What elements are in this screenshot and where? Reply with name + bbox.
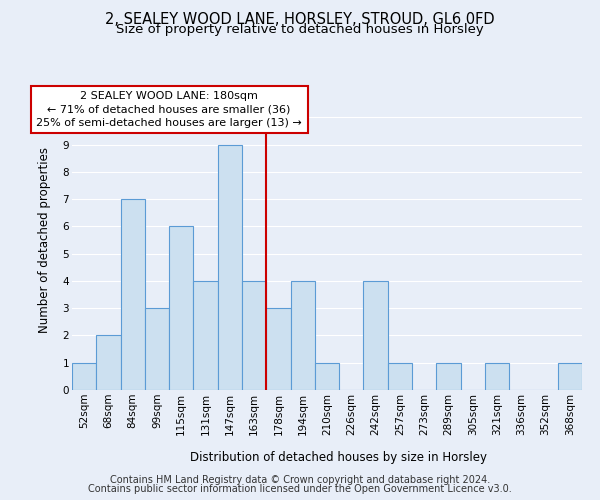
Bar <box>145 308 169 390</box>
Bar <box>72 362 96 390</box>
Bar <box>364 281 388 390</box>
Bar <box>193 281 218 390</box>
Bar <box>388 362 412 390</box>
Bar <box>266 308 290 390</box>
Text: 2 SEALEY WOOD LANE: 180sqm
← 71% of detached houses are smaller (36)
25% of semi: 2 SEALEY WOOD LANE: 180sqm ← 71% of deta… <box>36 92 302 128</box>
Bar <box>218 144 242 390</box>
Text: Distribution of detached houses by size in Horsley: Distribution of detached houses by size … <box>190 451 487 464</box>
Bar <box>485 362 509 390</box>
Y-axis label: Number of detached properties: Number of detached properties <box>38 147 50 333</box>
Bar <box>242 281 266 390</box>
Bar <box>436 362 461 390</box>
Bar <box>121 199 145 390</box>
Bar <box>315 362 339 390</box>
Text: Contains HM Land Registry data © Crown copyright and database right 2024.: Contains HM Land Registry data © Crown c… <box>110 475 490 485</box>
Bar <box>558 362 582 390</box>
Bar <box>96 336 121 390</box>
Text: Size of property relative to detached houses in Horsley: Size of property relative to detached ho… <box>116 22 484 36</box>
Bar <box>290 281 315 390</box>
Text: 2, SEALEY WOOD LANE, HORSLEY, STROUD, GL6 0FD: 2, SEALEY WOOD LANE, HORSLEY, STROUD, GL… <box>105 12 495 28</box>
Bar <box>169 226 193 390</box>
Text: Contains public sector information licensed under the Open Government Licence v3: Contains public sector information licen… <box>88 484 512 494</box>
